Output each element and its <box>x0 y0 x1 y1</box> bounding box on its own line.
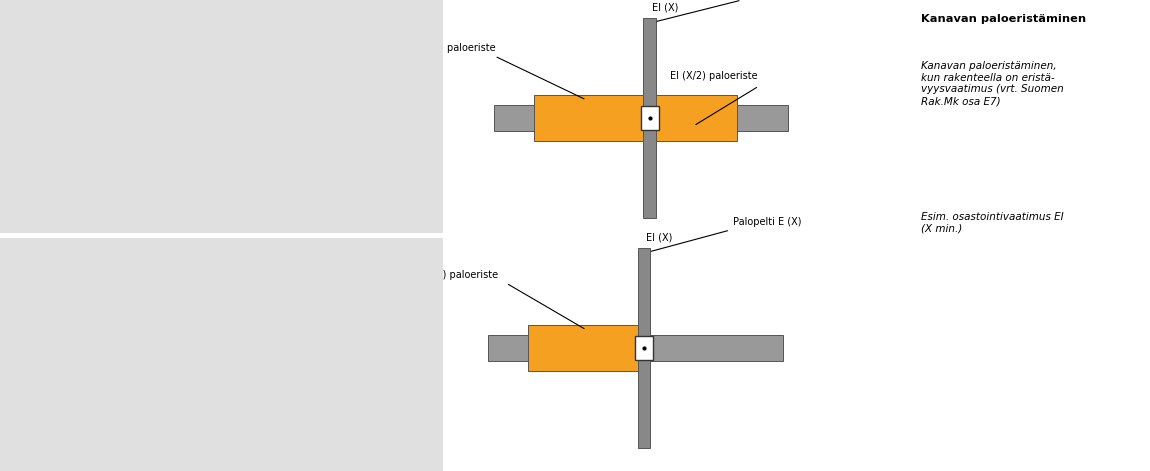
Text: 100: 100 <box>18 277 39 287</box>
Text: 60: 60 <box>133 445 146 455</box>
Text: 100: 100 <box>264 373 284 383</box>
Text: 50: 50 <box>133 397 146 407</box>
Text: 50: 50 <box>133 421 146 431</box>
Bar <box>641 106 659 130</box>
Text: >300: >300 <box>348 84 377 94</box>
Text: 125: 125 <box>18 301 39 311</box>
Bar <box>494 105 644 131</box>
Bar <box>656 95 736 141</box>
Text: Palopelti E (X): Palopelti E (X) <box>733 217 802 227</box>
Text: 259: 259 <box>367 373 386 383</box>
Text: 100: 100 <box>264 349 284 359</box>
Text: 4,0: 4,0 <box>355 196 371 206</box>
Text: 169: 169 <box>367 325 386 335</box>
Text: 208: 208 <box>367 349 386 359</box>
Bar <box>637 248 651 448</box>
Text: 315: 315 <box>18 397 39 407</box>
Text: 120: 120 <box>264 397 284 407</box>
Bar <box>651 335 782 361</box>
Text: EI 30: EI 30 <box>5 116 30 127</box>
Text: 50: 50 <box>133 373 146 383</box>
Text: Ød: Ød <box>5 260 21 270</box>
Text: 50: 50 <box>133 277 146 287</box>
Text: 120: 120 <box>264 445 284 455</box>
Text: EI 30: EI 30 <box>125 260 154 270</box>
Text: 60: 60 <box>199 301 213 311</box>
Text: Nimellishalk.: Nimellishalk. <box>5 240 79 250</box>
Text: Esim. osastointivaatimus EI
(X min.): Esim. osastointivaatimus EI (X min.) <box>921 212 1064 234</box>
Text: EI (X) paloeriste: EI (X) paloeriste <box>420 270 498 280</box>
Text: Kanavan paloeristäminen,
kun rakenteella on eristä-
vyysvaatimus (vrt. Suomen
Ra: Kanavan paloeristäminen, kun rakenteella… <box>921 61 1064 106</box>
Text: 160: 160 <box>18 325 39 335</box>
Bar <box>528 325 637 371</box>
Text: EI 60: EI 60 <box>5 156 30 166</box>
Text: 508: 508 <box>367 445 386 455</box>
Text: kestoaikavaatimus (min): kestoaikavaatimus (min) <box>5 32 148 43</box>
Text: Rakennusosan palon-: Rakennusosan palon- <box>5 7 129 17</box>
Text: 324: 324 <box>367 397 386 407</box>
Text: 80: 80 <box>199 373 213 383</box>
Text: EI (X): EI (X) <box>652 3 678 13</box>
Text: pituus L (m): pituus L (m) <box>217 32 288 43</box>
Text: sisähalkaisija: sisähalkaisija <box>337 260 415 270</box>
Bar <box>488 335 637 361</box>
Bar <box>656 105 789 131</box>
Text: 80: 80 <box>199 325 213 335</box>
Text: 1,0: 1,0 <box>244 156 261 166</box>
Text: EI (X/2) paloeriste: EI (X/2) paloeriste <box>670 71 758 81</box>
Bar <box>635 336 653 360</box>
Bar <box>534 95 644 141</box>
Text: EI90...120: EI90...120 <box>5 196 56 206</box>
Text: 406: 406 <box>367 421 386 431</box>
Text: 108: 108 <box>367 277 386 287</box>
Text: EI 60: EI 60 <box>191 260 221 270</box>
Text: 80: 80 <box>199 421 213 431</box>
Text: Kanavan paloeristäminen: Kanavan paloeristäminen <box>921 14 1087 24</box>
Text: 50: 50 <box>133 325 146 335</box>
Text: 0,5: 0,5 <box>244 116 261 127</box>
Text: 100: 100 <box>264 277 284 287</box>
Text: 80: 80 <box>199 349 213 359</box>
Text: Eristyskourun: Eristyskourun <box>336 240 416 250</box>
Text: 133: 133 <box>367 301 386 311</box>
Text: 50: 50 <box>133 349 146 359</box>
Text: Kanavan nim.  koko: Kanavan nim. koko <box>217 58 331 68</box>
Text: 1,0: 1,0 <box>355 116 371 127</box>
Text: 80: 80 <box>199 397 213 407</box>
Bar <box>644 18 656 218</box>
Text: 200: 200 <box>18 349 39 359</box>
Text: EI (X): EI (X) <box>646 233 673 243</box>
Text: 400: 400 <box>18 421 39 431</box>
Text: Eristyspaksuus (mm): Eristyspaksuus (mm) <box>151 240 274 250</box>
Text: 300: 300 <box>243 84 262 94</box>
Text: EI 120: EI 120 <box>256 260 293 270</box>
Text: 50: 50 <box>133 301 146 311</box>
Text: EI (X/2) paloeriste: EI (X/2) paloeriste <box>408 43 496 53</box>
Text: 120: 120 <box>264 421 284 431</box>
Text: Eristetyn kanavaosan: Eristetyn kanavaosan <box>217 7 343 17</box>
Text: 100: 100 <box>264 301 284 311</box>
Text: 2,0: 2,0 <box>355 156 371 166</box>
Text: 80: 80 <box>199 445 213 455</box>
Text: 2,0: 2,0 <box>244 196 261 206</box>
Text: 60: 60 <box>199 277 213 287</box>
Text: 250: 250 <box>18 373 39 383</box>
Text: 100: 100 <box>264 325 284 335</box>
Text: 500: 500 <box>18 445 39 455</box>
